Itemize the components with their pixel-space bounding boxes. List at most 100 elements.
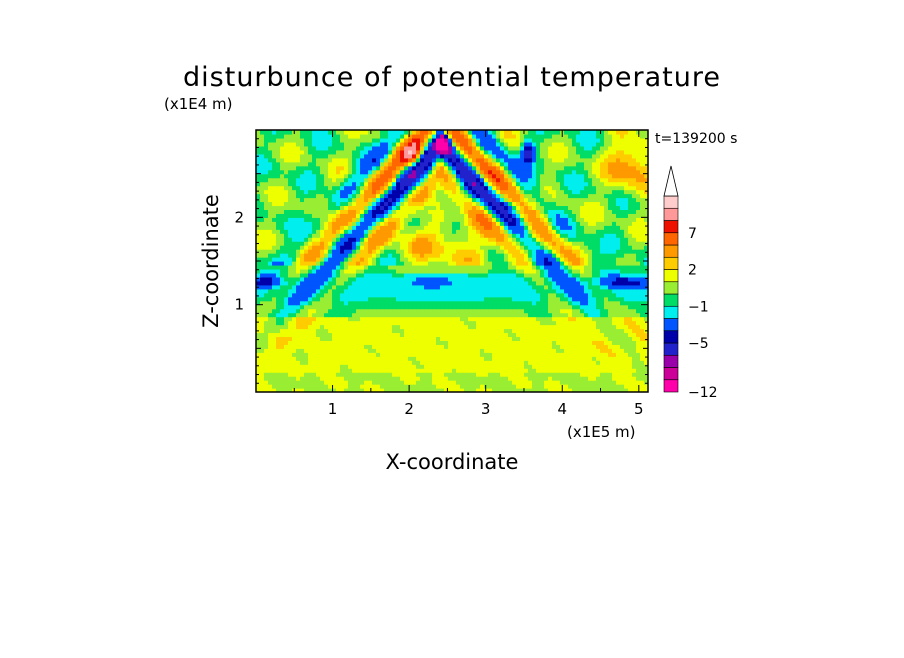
contour-cell xyxy=(548,205,553,210)
contour-cell xyxy=(508,380,513,385)
contour-cell xyxy=(272,388,277,392)
contour-cell xyxy=(344,332,349,338)
contour-cell xyxy=(432,340,437,345)
contour-cell xyxy=(548,189,553,195)
contour-cell xyxy=(468,217,473,222)
contour-cell xyxy=(632,268,637,274)
contour-cell xyxy=(380,245,385,250)
contour-cell xyxy=(496,245,501,250)
contour-cell xyxy=(284,376,289,381)
contour-cell xyxy=(576,276,581,282)
contour-cell xyxy=(640,288,645,294)
contour-cell xyxy=(556,245,561,250)
contour-cell xyxy=(480,340,485,345)
contour-cell xyxy=(480,284,485,290)
contour-cell xyxy=(420,253,425,258)
contour-cell xyxy=(608,368,613,373)
contour-cell xyxy=(500,268,505,274)
contour-cell xyxy=(284,272,289,278)
contour-cell xyxy=(508,300,513,306)
contour-cell xyxy=(424,189,429,195)
contour-cell xyxy=(616,276,621,282)
contour-cell xyxy=(340,296,345,302)
contour-cell xyxy=(468,201,473,207)
contour-cell xyxy=(448,324,453,330)
contour-cell xyxy=(308,340,313,345)
contour-cell xyxy=(428,264,433,270)
contour-cell xyxy=(420,257,425,262)
contour-cell xyxy=(544,288,549,294)
contour-cell xyxy=(632,344,637,349)
contour-cell xyxy=(388,364,393,369)
contour-cell xyxy=(316,376,321,381)
contour-cell xyxy=(320,316,325,322)
contour-cell xyxy=(540,253,545,258)
contour-cell xyxy=(268,209,273,214)
contour-cell xyxy=(540,344,545,349)
contour-cell xyxy=(416,268,421,274)
contour-cell xyxy=(544,328,549,334)
contour-cell xyxy=(620,237,625,242)
contour-cell xyxy=(388,372,393,377)
contour-cell xyxy=(572,229,577,234)
contour-cell xyxy=(340,229,345,234)
contour-cell xyxy=(616,257,621,262)
contour-cell xyxy=(324,241,329,246)
contour-cell xyxy=(408,193,413,199)
contour-cell xyxy=(420,388,425,392)
contour-cell xyxy=(464,308,469,314)
contour-cell xyxy=(276,328,281,334)
contour-cell xyxy=(460,217,465,222)
contour-cell xyxy=(408,340,413,345)
contour-cell xyxy=(420,304,425,310)
contour-cell xyxy=(488,253,493,258)
contour-cell xyxy=(388,292,393,298)
contour-cell xyxy=(268,237,273,242)
contour-cell xyxy=(424,316,429,322)
contour-cell xyxy=(444,384,449,389)
contour-cell xyxy=(472,332,477,338)
contour-cell xyxy=(396,308,401,314)
contour-cell xyxy=(580,368,585,373)
contour-cell xyxy=(268,320,273,326)
contour-cell xyxy=(632,257,637,262)
contour-cell xyxy=(556,276,561,282)
contour-cell xyxy=(580,360,585,365)
contour-cell xyxy=(588,280,593,286)
contour-cell xyxy=(456,356,461,361)
contour-cell xyxy=(376,233,381,238)
contour-cell xyxy=(296,320,301,326)
contour-cell xyxy=(580,257,585,262)
contour-cell xyxy=(288,193,293,199)
contour-cell xyxy=(360,308,365,314)
contour-cell xyxy=(260,304,265,310)
contour-cell xyxy=(432,368,437,373)
contour-cell xyxy=(324,221,329,226)
contour-cell xyxy=(344,189,349,195)
contour-cell xyxy=(444,356,449,361)
contour-cell xyxy=(316,308,321,314)
contour-cell xyxy=(596,304,601,310)
contour-cell xyxy=(444,304,449,310)
contour-cell xyxy=(564,288,569,294)
contour-cell xyxy=(516,213,521,218)
contour-cell xyxy=(460,292,465,298)
contour-cell xyxy=(312,304,317,310)
contour-cell xyxy=(396,237,401,242)
contour-cell xyxy=(500,241,505,246)
contour-cell xyxy=(356,245,361,250)
contour-cell xyxy=(624,209,629,214)
contour-cell xyxy=(256,288,261,294)
contour-cell xyxy=(360,332,365,338)
contour-cell xyxy=(560,380,565,385)
contour-cell xyxy=(596,316,601,322)
contour-cell xyxy=(532,348,537,353)
contour-cell xyxy=(360,292,365,298)
contour-cell xyxy=(320,320,325,326)
contour-cell xyxy=(412,320,417,326)
contour-cell xyxy=(556,272,561,278)
contour-cell xyxy=(564,300,569,306)
contour-cell xyxy=(356,225,361,230)
contour-cell xyxy=(340,304,345,310)
contour-cell xyxy=(464,312,469,318)
